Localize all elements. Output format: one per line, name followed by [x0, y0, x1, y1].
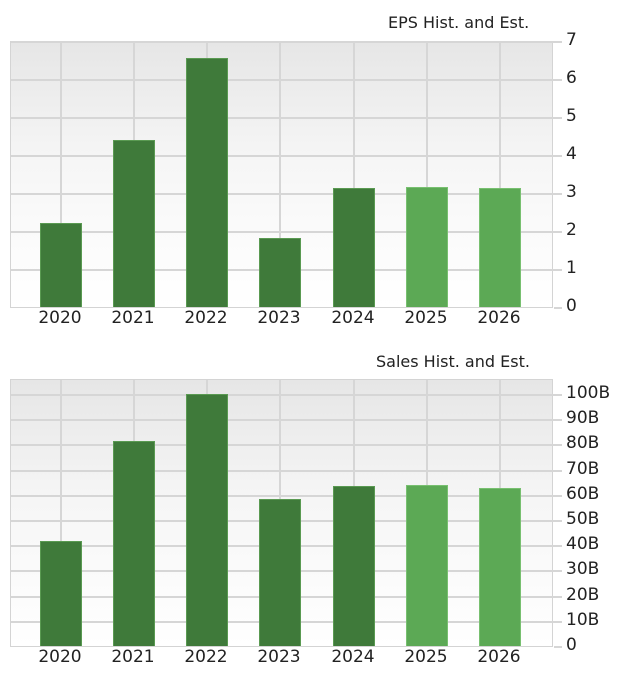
sales-y-tick-label: 20B: [566, 584, 600, 605]
eps-x-tick-label: 2024: [331, 308, 375, 328]
sales-bar-2023[interactable]: [259, 499, 301, 646]
eps-bar-2025[interactable]: [406, 186, 448, 307]
sales-x-tick-label: 2022: [184, 647, 228, 667]
sales-bar-2026[interactable]: [479, 487, 521, 646]
sales-chart-title: Sales Hist. and Est.: [376, 352, 530, 371]
sales-y-tick-label: 10B: [566, 609, 600, 630]
sales-x-tick-label: 2024: [331, 647, 375, 667]
sales-x-tick-label: 2020: [38, 647, 82, 667]
eps-gridline-v: [60, 42, 62, 307]
sales-x-tick-label: 2025: [404, 647, 448, 667]
sales-y-tick-label: 60B: [566, 483, 600, 504]
eps-y-tick-label: 6: [566, 68, 577, 88]
eps-gridline-h: [11, 155, 562, 157]
sales-x-tick-label: 2021: [111, 647, 155, 667]
eps-y-tick-label: 3: [566, 182, 577, 202]
sales-y-tick-label: 50B: [566, 509, 600, 529]
sales-x-tick-label: 2026: [477, 647, 521, 667]
eps-gridline-h: [11, 117, 562, 119]
sales-bar-2020[interactable]: [40, 540, 82, 646]
sales-bar-2025[interactable]: [406, 485, 448, 646]
sales-baseline-tick: [554, 646, 562, 648]
eps-plot-area: [10, 41, 562, 309]
eps-gridline-v: [499, 42, 501, 307]
sales-bar-2024[interactable]: [333, 485, 375, 646]
eps-gridline-h: [11, 231, 562, 233]
eps-baseline-tick: [554, 307, 562, 309]
eps-x-tick-label: 2026: [477, 308, 521, 328]
eps-gridline-v: [426, 42, 428, 307]
sales-y-tick-label: 90B: [566, 408, 600, 429]
eps-chart-title: EPS Hist. and Est.: [388, 13, 530, 32]
eps-bar-2022[interactable]: [186, 58, 228, 307]
sales-gridline-h: [11, 419, 562, 422]
eps-gridline-v: [353, 42, 355, 307]
sales-y-tick-label: 40B: [566, 534, 600, 555]
sales-bar-2022[interactable]: [186, 394, 228, 646]
eps-x-tick-label: 2020: [38, 308, 82, 328]
eps-y-tick-label: 7: [566, 30, 577, 50]
sales-gridline-h: [11, 394, 562, 396]
eps-gridline-v: [279, 42, 281, 307]
sales-gridline-h: [11, 494, 562, 497]
sales-gridline-h: [11, 444, 562, 447]
sales-gridline-v: [60, 380, 62, 646]
eps-y-tick-label: 1: [566, 258, 577, 278]
eps-bar-2026[interactable]: [479, 188, 521, 307]
eps-gridline-h: [11, 79, 562, 81]
eps-gridline-h: [11, 193, 562, 195]
eps-y-tick-label: 5: [566, 106, 577, 126]
eps-bar-2024[interactable]: [333, 188, 375, 307]
sales-y-tick-label: 80B: [566, 433, 600, 454]
sales-bar-2021[interactable]: [113, 440, 155, 646]
eps-bar-2021[interactable]: [113, 139, 155, 307]
eps-bar-2020[interactable]: [40, 223, 82, 307]
sales-x-tick-label: 2023: [257, 647, 301, 667]
eps-x-tick-label: 2022: [184, 308, 228, 328]
sales-y-tick-label: 70B: [566, 458, 600, 479]
eps-x-tick-label: 2025: [404, 308, 448, 328]
eps-gridline-h: [11, 41, 562, 43]
sales-y-tick-label: 100B: [566, 383, 611, 403]
eps-y-tick-label: 0: [566, 296, 577, 316]
sales-y-tick-label: 30B: [566, 559, 600, 580]
sales-gridline-h: [11, 469, 562, 472]
eps-x-tick-label: 2021: [111, 308, 155, 328]
sales-plot-area: [10, 379, 562, 648]
eps-bar-2023[interactable]: [259, 237, 301, 307]
eps-x-tick-label: 2023: [257, 308, 301, 328]
sales-y-tick-label: 0: [566, 635, 577, 655]
eps-y-tick-label: 2: [566, 220, 577, 240]
eps-chart: EPS Hist. and Est. 0 1 2 3 4 5 6 7 2020 2021 2022 2…: [10, 13, 577, 328]
eps-y-tick-label: 4: [566, 144, 577, 164]
